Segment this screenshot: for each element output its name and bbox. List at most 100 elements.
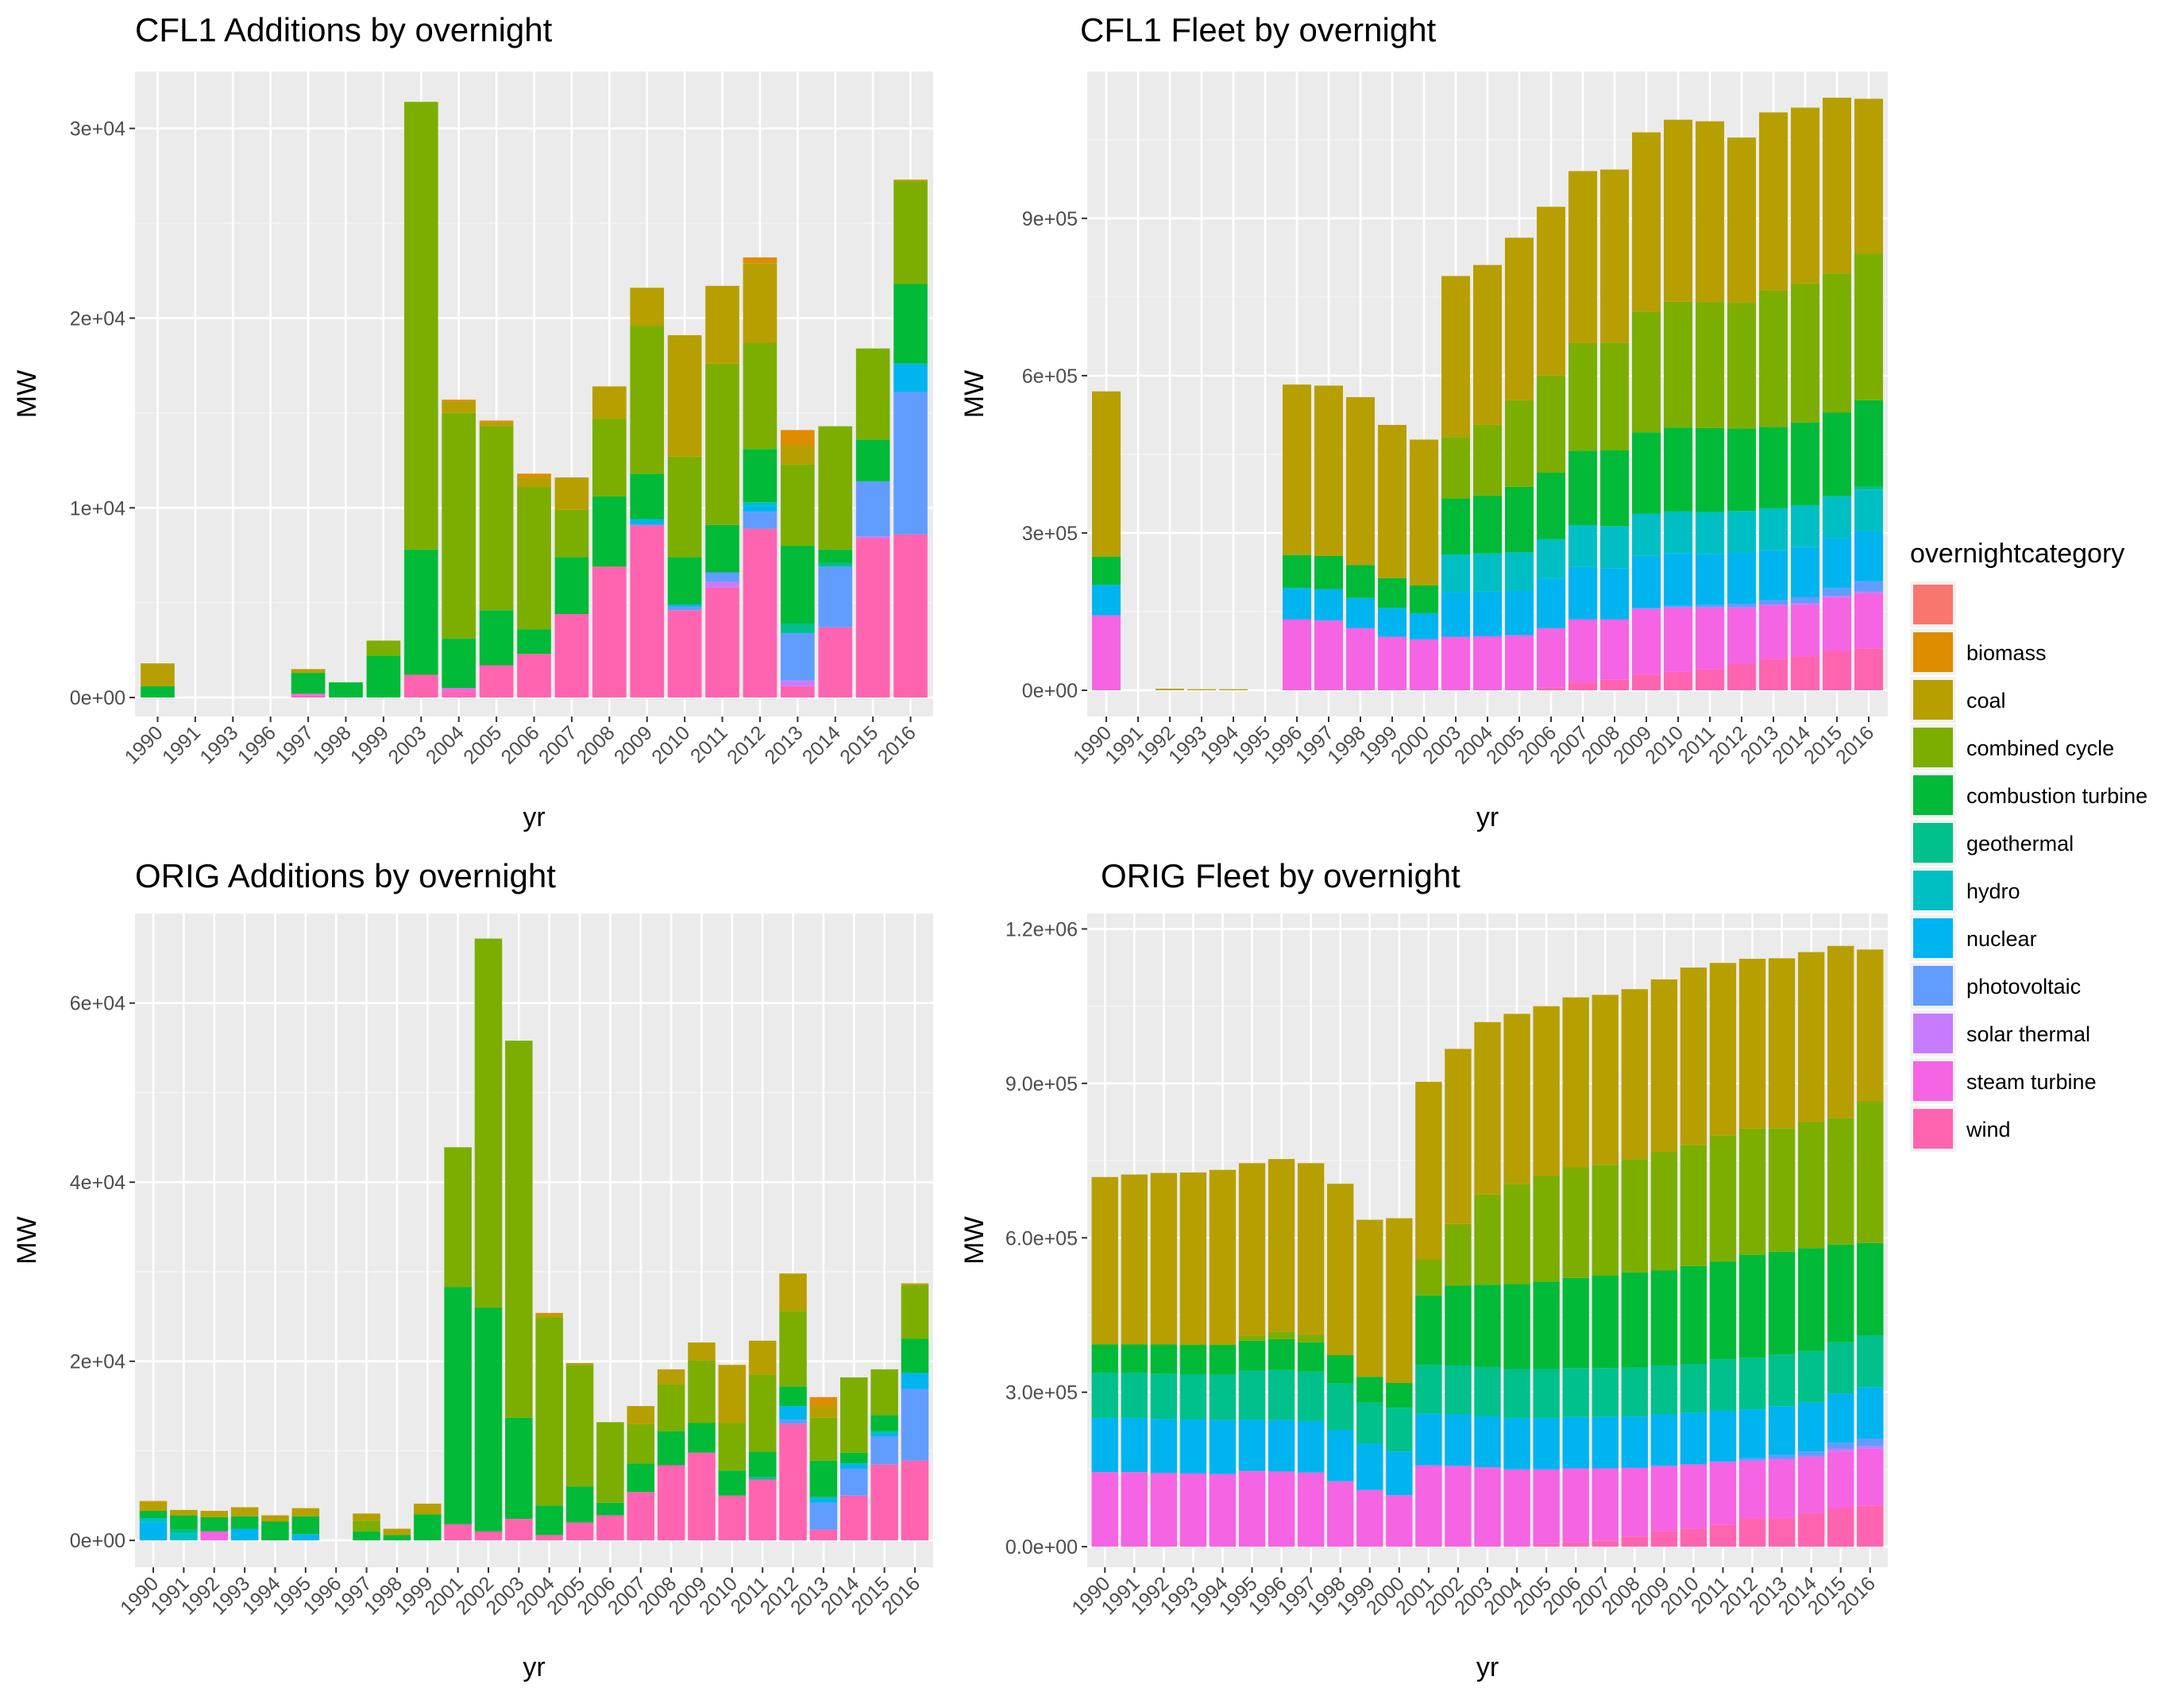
bar-segment-combustion-turbine: [1854, 400, 1883, 487]
bar-segment-nuclear: [630, 519, 665, 525]
bar-segment-wind: [442, 691, 477, 698]
bar-segment-combustion-turbine: [1386, 1383, 1413, 1408]
bar-segment-coal: [781, 445, 815, 465]
legend-label: combustion turbine: [1966, 784, 2147, 808]
bar-segment-combined-cycle: [1445, 1223, 1472, 1286]
bar-segment-steam-turbine: [1415, 1465, 1442, 1547]
bar-segment-steam-turbine: [1473, 635, 1502, 690]
bar-segment-combustion-turbine: [1209, 1345, 1237, 1375]
bar-segment-combined-cycle: [630, 326, 665, 474]
bar-segment-nuclear: [1827, 1393, 1854, 1443]
bar-segment-steam-turbine: [1562, 1468, 1589, 1543]
x-tick-label: 1998: [309, 721, 356, 768]
bar-segment-combined-cycle: [565, 1365, 594, 1487]
bar-segment-combustion-turbine: [1857, 1242, 1884, 1336]
bar-segment-coal: [565, 1362, 594, 1365]
bar-segment-combustion-turbine: [1410, 585, 1438, 613]
legend-swatch: [1913, 1061, 1953, 1101]
bar-segment-combustion-turbine: [1791, 422, 1819, 505]
legend-swatch: [1913, 871, 1953, 910]
legend-swatch: [1913, 1014, 1953, 1053]
bar-segment-photovoltaic: [1738, 1458, 1766, 1461]
bar-segment-wind: [596, 1515, 624, 1541]
bar-segment-nuclear: [1346, 597, 1375, 629]
bar-segment-coal: [1505, 238, 1534, 400]
bar-segment-nuclear: [139, 1522, 168, 1541]
bar-segment-combined-cycle: [818, 426, 853, 550]
bar-segment-combustion-turbine: [1759, 427, 1788, 508]
bar-segment-wind: [855, 538, 890, 698]
bar-segment-coal: [200, 1510, 228, 1517]
bar-segment-combined-cycle: [1854, 253, 1883, 400]
bar-segment-solar-thermal: [1823, 596, 1851, 598]
bar-segment-wind: [840, 1495, 868, 1541]
bar-segment-coal: [592, 386, 627, 419]
legend-swatch: [1913, 775, 1953, 815]
bar-segment-coal: [1092, 391, 1121, 557]
bar-segment-photovoltaic: [1823, 588, 1851, 597]
bar-segment-coal: [688, 1342, 716, 1361]
x-tick-label: 2006: [497, 721, 544, 768]
bar-segment-steam-turbine: [1621, 1467, 1648, 1537]
bar-segment-coal: [1709, 963, 1737, 1136]
legend-swatch: [1913, 1109, 1953, 1149]
bar-segment-combustion-turbine: [1600, 450, 1629, 527]
x-tick-label: 2003: [384, 721, 430, 768]
bar-segment-biomass: [517, 473, 551, 478]
bar-segment-wind: [535, 1535, 563, 1541]
bar-segment-combustion-turbine: [170, 1515, 198, 1530]
bar-segment-nuclear: [1621, 1416, 1648, 1468]
bar-segment-combined-cycle: [554, 509, 589, 558]
bar-segment-wind: [554, 614, 589, 698]
bar-segment-geothermal: [748, 1477, 777, 1480]
bar-segment-hydro: [1600, 526, 1629, 569]
y-tick-label: 0e+00: [70, 687, 125, 709]
chart-orig-additions: 0e+002e+044e+046e+0419901991199219931994…: [12, 857, 933, 1682]
bar-segment-nuclear: [1091, 1418, 1118, 1473]
bar-segment-steam-turbine: [1474, 1467, 1501, 1547]
bar-segment-nuclear: [1759, 550, 1788, 601]
bar-segment-coal: [1209, 1169, 1237, 1346]
bar-segment-nuclear: [1823, 538, 1851, 589]
bar-segment-coal: [1268, 1159, 1295, 1332]
y-axis-title: MW: [12, 370, 42, 418]
bar-segment-geothermal: [1709, 1359, 1737, 1411]
bar-segment-combined-cycle: [893, 181, 928, 284]
bar-segment-geothermal: [1738, 1358, 1766, 1410]
bar-segment-wind: [1823, 651, 1851, 690]
bar-segment-nuclear: [1378, 608, 1406, 637]
bar-segment-combined-cycle: [1791, 283, 1819, 423]
bar-segment-combustion-turbine: [627, 1463, 655, 1493]
x-tick-label: 1993: [195, 721, 242, 768]
bar-segment-photovoltaic: [667, 606, 702, 611]
bar-segment-solar-thermal: [1857, 1446, 1884, 1449]
bar-segment-wind: [1569, 682, 1597, 690]
bar-segment-combustion-turbine: [1092, 556, 1121, 585]
bar-segment-coal: [261, 1515, 289, 1522]
bar-segment-hydro: [1473, 553, 1502, 592]
bar-segment-geothermal: [1179, 1373, 1207, 1420]
bar-segment-wind: [592, 566, 627, 698]
chart-title: ORIG Fleet by overnight: [1101, 857, 1461, 894]
bar-segment-coal: [718, 1365, 747, 1423]
bar-segment-combustion-turbine: [1680, 1265, 1707, 1365]
bar-segment-combustion-turbine: [535, 1505, 563, 1535]
bar-segment-wind: [781, 686, 815, 698]
bar-segment-coal: [517, 477, 551, 488]
bar-segment-hydro: [1569, 525, 1597, 567]
bar-segment-coal: [1356, 1219, 1383, 1377]
bar-segment-wind: [1650, 1531, 1678, 1547]
chart-orig-fleet: 0.0e+003.0e+056.0e+059.0e+051.2e+0619901…: [959, 857, 1888, 1682]
bar-segment-wind: [630, 524, 665, 698]
bar-segment-biomass: [743, 257, 778, 264]
bar-segment-nuclear: [1505, 590, 1534, 635]
bar-segment-combined-cycle: [718, 1423, 747, 1471]
bar-segment-nuclear: [1314, 589, 1343, 621]
bar-segment-geothermal: [818, 562, 853, 567]
bar-segment-combustion-turbine: [1632, 432, 1661, 514]
bar-segment-nuclear: [1791, 547, 1819, 597]
bar-segment-combined-cycle: [505, 1041, 533, 1418]
bar-segment-coal: [554, 477, 589, 510]
legend-label: combined cycle: [1966, 736, 2114, 760]
bar-segment-steam-turbine: [1268, 1471, 1295, 1547]
